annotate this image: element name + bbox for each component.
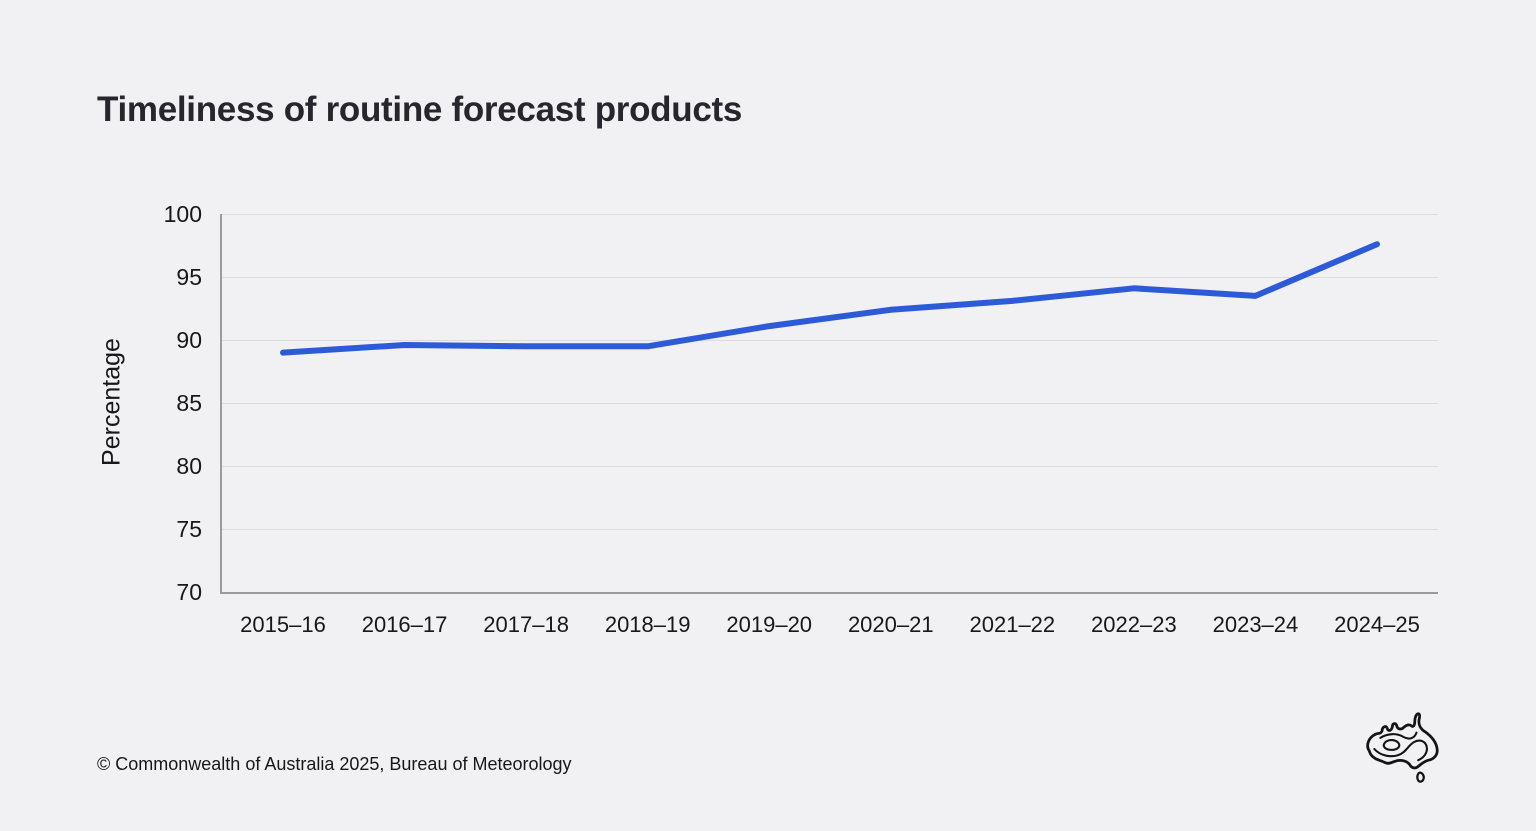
gridline [222, 402, 1438, 404]
x-tick-label: 2018–19 [604, 612, 691, 637]
x-tick-label: 2024–25 [1334, 612, 1420, 637]
plot-area [220, 214, 1438, 594]
x-tick-label: 2019–20 [726, 612, 813, 637]
gridline [222, 213, 1438, 215]
y-tick-label: 80 [176, 453, 202, 479]
x-tick-label: 2021–22 [969, 612, 1056, 637]
x-tick-label: 2022–23 [1091, 612, 1177, 637]
copyright-text: © Commonwealth of Australia 2025, Bureau… [97, 754, 572, 774]
gridline [222, 465, 1438, 467]
y-tick-label: 95 [176, 264, 202, 290]
page-title: Timeliness of routine forecast products [97, 90, 743, 129]
gridline [222, 528, 1438, 530]
y-tick-label: 100 [163, 201, 202, 227]
y-tick-label: 85 [176, 390, 202, 416]
bom-australia-logo-icon [1366, 712, 1439, 783]
x-tick-label: 2015–16 [240, 612, 326, 637]
y-tick-label: 75 [176, 516, 202, 542]
y-axis-title: Percentage [97, 338, 126, 466]
y-tick-label: 90 [176, 327, 202, 353]
x-tick-label: 2017–18 [483, 612, 569, 637]
x-tick-label: 2023–24 [1212, 612, 1299, 637]
y-tick-label: 70 [176, 579, 202, 605]
x-tick-label: 2016–17 [361, 612, 448, 637]
x-tick-label: 2020–21 [847, 612, 934, 637]
